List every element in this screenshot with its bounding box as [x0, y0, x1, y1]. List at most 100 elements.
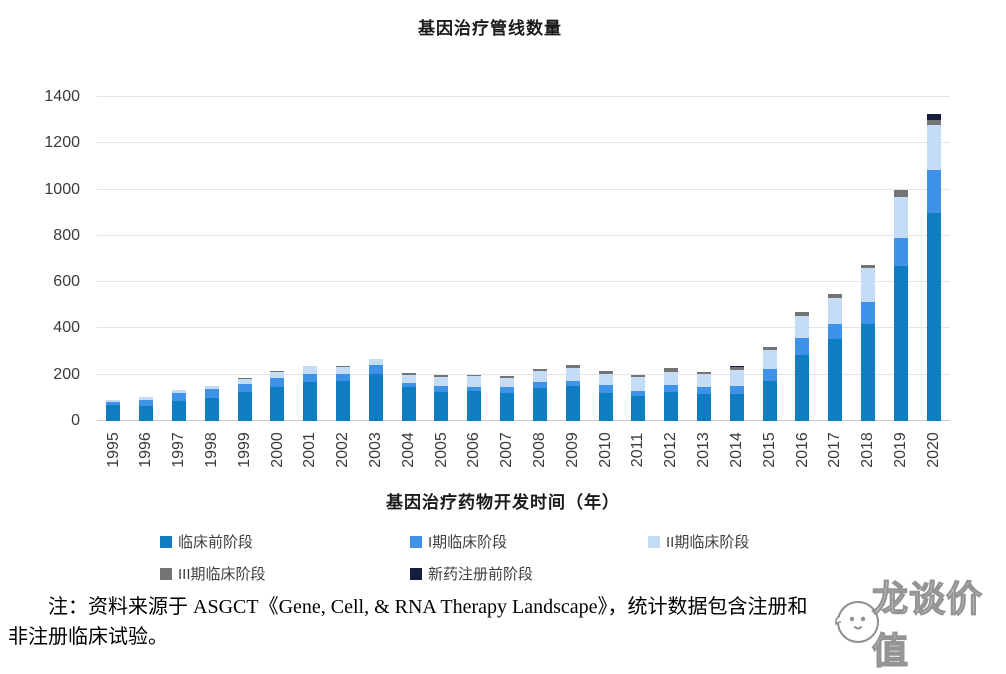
bar-segment — [336, 381, 350, 422]
legend-item-preclinical: 临床前阶段 — [160, 531, 410, 552]
bar-1996 — [139, 397, 153, 421]
x-tick-label-2019: 2019 — [884, 424, 917, 476]
bar-slot-2010 — [589, 97, 622, 421]
bar-1997 — [172, 390, 186, 421]
bar-2016 — [795, 312, 809, 421]
bar-2003 — [369, 359, 383, 421]
bar-segment — [795, 316, 809, 338]
bar-1998 — [205, 386, 219, 421]
bar-slot-1996 — [130, 97, 163, 421]
source-note: 注：资料来源于 ASGCT《Gene, Cell, & RNA Therapy … — [8, 592, 1003, 652]
bar-segment — [434, 392, 448, 421]
y-tick-label-600: 600 — [53, 273, 80, 291]
bar-segment — [270, 387, 284, 421]
bar-segment — [697, 374, 711, 387]
x-tick-label-2013: 2013 — [688, 424, 721, 476]
legend-item-phase3: III期临床阶段 — [160, 563, 410, 584]
bar-segment — [664, 392, 678, 421]
y-tick-label-1400: 1400 — [44, 88, 80, 106]
bar-segment — [795, 338, 809, 355]
bar-segment — [631, 396, 645, 421]
bar-slot-2019 — [884, 97, 917, 421]
bar-segment — [139, 406, 153, 421]
bar-segment — [500, 393, 514, 421]
bar-segment — [828, 298, 842, 323]
y-tick-label-400: 400 — [53, 319, 80, 337]
bar-segment — [566, 368, 580, 381]
x-tick-label-2002: 2002 — [327, 424, 360, 476]
bar-segment — [763, 381, 777, 422]
x-tick-label-2018: 2018 — [852, 424, 885, 476]
y-tick-label-800: 800 — [53, 227, 80, 245]
bar-2000 — [270, 371, 284, 421]
bar-2017 — [828, 294, 842, 421]
bar-slot-2015 — [753, 97, 786, 421]
bar-slot-2008 — [524, 97, 557, 421]
bar-segment — [861, 302, 875, 324]
bar-segment — [402, 375, 416, 383]
bar-slot-2000 — [261, 97, 294, 421]
bar-segment — [205, 389, 219, 398]
bar-segment — [927, 125, 941, 170]
x-tick-label-2016: 2016 — [786, 424, 819, 476]
x-tick-label-2007: 2007 — [491, 424, 524, 476]
phase3-swatch-icon — [160, 568, 172, 580]
bar-1995 — [106, 400, 120, 421]
bar-segment — [599, 374, 613, 385]
bar-segment — [599, 393, 613, 421]
x-tick-label-1995: 1995 — [97, 424, 130, 476]
bar-slot-2006 — [458, 97, 491, 421]
x-tick-label-2003: 2003 — [359, 424, 392, 476]
bar-2020 — [927, 114, 941, 421]
bar-2005 — [434, 375, 448, 421]
bar-segment — [927, 213, 941, 421]
bar-2004 — [402, 373, 416, 421]
legend-label: II期临床阶段 — [666, 531, 749, 552]
legend-item-phase2: II期临床阶段 — [648, 531, 886, 552]
bar-segment — [270, 378, 284, 387]
bar-2007 — [500, 376, 514, 421]
x-tick-label-2001: 2001 — [294, 424, 327, 476]
bar-segment — [894, 238, 908, 266]
bar-segment — [861, 268, 875, 302]
x-tick-label-2015: 2015 — [753, 424, 786, 476]
bar-segment — [664, 385, 678, 392]
source-note-line1: 注：资料来源于 ASGCT《Gene, Cell, & RNA Therapy … — [8, 592, 1003, 622]
preclinical-swatch-icon — [160, 536, 172, 548]
x-tick-label-1997: 1997 — [163, 424, 196, 476]
bar-segment — [894, 197, 908, 239]
x-tick-label-2004: 2004 — [392, 424, 425, 476]
bar-segment — [795, 355, 809, 421]
bar-segment — [172, 401, 186, 421]
bar-slot-1995 — [97, 97, 130, 421]
bar-segment — [106, 405, 120, 421]
x-tick-label-2012: 2012 — [655, 424, 688, 476]
x-axis-title: 基因治疗药物开发时间（年） — [0, 488, 1006, 513]
x-tick-label-2000: 2000 — [261, 424, 294, 476]
bar-slot-2016 — [786, 97, 819, 421]
bar-segment — [303, 382, 317, 421]
bar-slot-2018 — [852, 97, 885, 421]
x-tick-label-2017: 2017 — [819, 424, 852, 476]
bar-2018 — [861, 265, 875, 421]
bar-segment — [697, 394, 711, 421]
bar-segment — [172, 393, 186, 401]
bar-slot-2005 — [425, 97, 458, 421]
bar-segment — [828, 339, 842, 421]
x-tick-label-2006: 2006 — [458, 424, 491, 476]
bar-2002 — [336, 366, 350, 421]
bar-segment — [894, 266, 908, 421]
y-tick-label-200: 200 — [53, 366, 80, 384]
bar-segment — [927, 170, 941, 213]
bar-slot-2003 — [359, 97, 392, 421]
bar-segment — [566, 386, 580, 421]
y-tick-label-1200: 1200 — [44, 134, 80, 152]
bar-segment — [336, 374, 350, 381]
phase1-swatch-icon — [410, 536, 422, 548]
legend-label: III期临床阶段 — [178, 563, 266, 584]
chart-title: 基因治疗管线数量 — [0, 14, 980, 39]
bar-segment — [303, 374, 317, 382]
bar-1999 — [238, 378, 252, 421]
